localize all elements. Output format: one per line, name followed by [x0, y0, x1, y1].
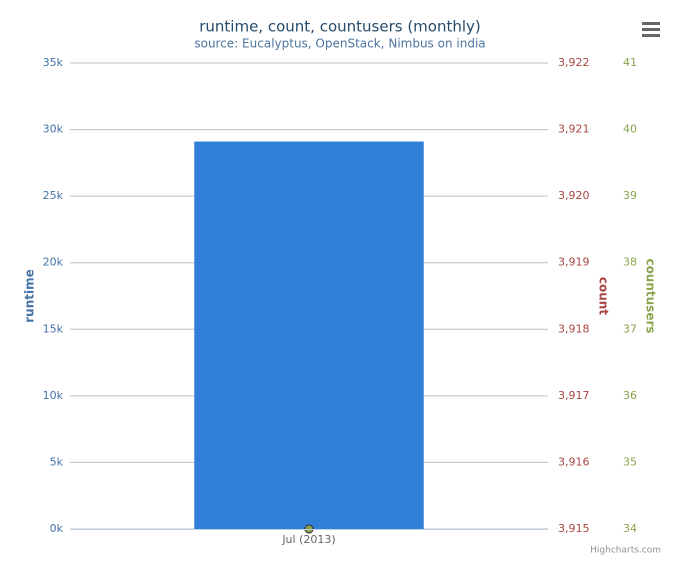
- menu-icon-bar: [642, 28, 660, 31]
- tick-label: 41: [623, 56, 637, 69]
- tick-label: 35: [623, 455, 637, 468]
- menu-icon-bar: [642, 34, 660, 37]
- tick-label: 10k: [43, 389, 64, 402]
- axis-title: count: [597, 277, 611, 315]
- tick-label: 40: [623, 123, 637, 136]
- tick-label: 35k: [43, 56, 64, 69]
- axis-title: countusers: [644, 258, 658, 333]
- chart-subtitle: source: Eucalyptus, OpenStack, Nimbus on…: [194, 37, 485, 51]
- tick-label: 15k: [43, 322, 64, 335]
- tick-label: 3,919: [558, 256, 590, 269]
- tick-label: 3,920: [558, 189, 590, 202]
- credit[interactable]: Highcharts.com: [590, 546, 661, 556]
- x-tick-label: Jul (2013): [281, 533, 335, 546]
- tick-label: 3,917: [558, 389, 590, 402]
- chart-title: runtime, count, countusers (monthly): [199, 18, 481, 36]
- tick-label: 3,918: [558, 322, 590, 335]
- tick-label: 20k: [43, 256, 64, 269]
- bar: [194, 141, 424, 529]
- tick-label: 30k: [43, 123, 64, 136]
- tick-label: 0k: [50, 522, 64, 535]
- tick-label: 39: [623, 189, 637, 202]
- tick-label: 38: [623, 256, 637, 269]
- tick-label: 3,916: [558, 455, 590, 468]
- tick-label: 37: [623, 322, 637, 335]
- tick-label: 5k: [50, 455, 64, 468]
- menu-icon-bar: [642, 22, 660, 25]
- tick-label: 3,921: [558, 123, 590, 136]
- tick-label: 34: [623, 522, 637, 535]
- tick-label: 3,915: [558, 522, 590, 535]
- tick-label: 25k: [43, 189, 64, 202]
- menu-button[interactable]: [642, 22, 660, 37]
- axis-title: runtime: [23, 269, 37, 323]
- tick-label: 36: [623, 389, 637, 402]
- tick-label: 3,922: [558, 56, 590, 69]
